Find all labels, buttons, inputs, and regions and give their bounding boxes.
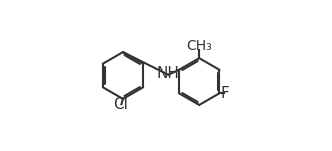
Text: F: F bbox=[220, 86, 229, 101]
Text: NH: NH bbox=[157, 66, 180, 81]
Text: CH₃: CH₃ bbox=[186, 39, 212, 53]
Text: Cl: Cl bbox=[113, 97, 128, 112]
